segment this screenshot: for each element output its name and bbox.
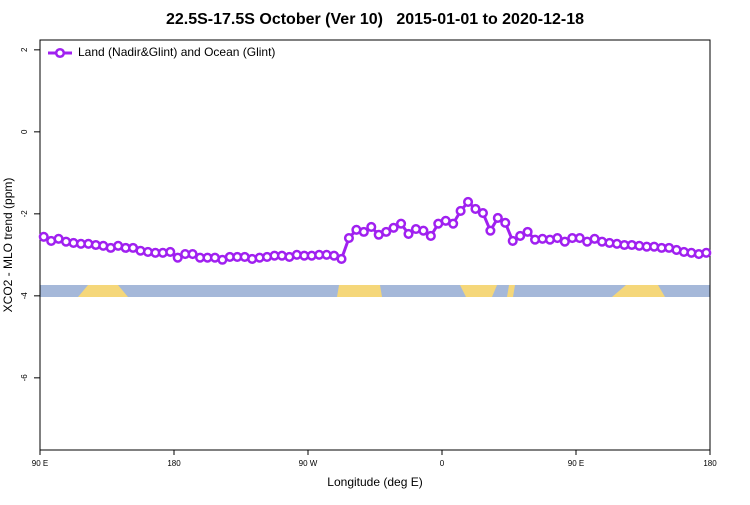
- data-point: [366, 221, 377, 233]
- x-axis-title: Longitude (deg E): [327, 475, 422, 489]
- data-point: [448, 218, 459, 229]
- x-tick-label: 180: [167, 459, 181, 468]
- data-point: [403, 228, 414, 239]
- data-point: [552, 232, 563, 244]
- x-tick-label: 90 W: [299, 459, 318, 468]
- data-point: [388, 222, 399, 233]
- data-point: [492, 212, 503, 223]
- data-point: [477, 207, 488, 219]
- data-point: [574, 232, 585, 244]
- x-tick-label: 0: [440, 459, 445, 468]
- data-point: [500, 217, 511, 228]
- land-strip: [507, 285, 515, 297]
- surface-strip: [40, 285, 710, 297]
- chart-title: 22.5S-17.5S October (Ver 10) 2015-01-01 …: [166, 11, 584, 28]
- legend-marker: [54, 47, 66, 59]
- data-point: [343, 232, 354, 244]
- x-tick-label: 180: [703, 459, 717, 468]
- data-point: [172, 252, 183, 263]
- data-point: [507, 235, 518, 246]
- y-tick-label: -2: [20, 210, 29, 218]
- land-strip: [337, 285, 382, 297]
- y-tick-label: 2: [20, 47, 29, 52]
- data-point: [358, 226, 369, 237]
- land-strip: [612, 285, 665, 297]
- y-tick-label: 0: [20, 129, 29, 134]
- data-point: [463, 196, 474, 207]
- data-point: [701, 247, 712, 258]
- data-point: [396, 218, 407, 229]
- data-point: [187, 248, 198, 260]
- data-point: [165, 246, 176, 258]
- data-point: [336, 253, 347, 264]
- data-point: [559, 236, 570, 247]
- land-strip: [78, 285, 128, 297]
- y-tick-label: -6: [20, 374, 29, 382]
- x-tick-label: 90 E: [32, 459, 48, 468]
- plot-frame: [39, 39, 711, 451]
- y-tick-label: -4: [20, 292, 29, 300]
- land-strip: [460, 285, 497, 297]
- data-point: [455, 205, 466, 217]
- data-point: [381, 226, 392, 237]
- data-point: [485, 225, 496, 236]
- data-point: [470, 203, 481, 214]
- data-point: [522, 226, 533, 237]
- y-axis-title: XCO2 - MLO trend (ppm): [1, 178, 15, 313]
- data-point: [38, 231, 49, 242]
- data-point: [425, 230, 436, 242]
- x-tick-label: 90 E: [568, 459, 584, 468]
- data-point: [418, 225, 429, 236]
- legend-label: Land (Nadir&Glint) and Ocean (Glint): [78, 45, 275, 59]
- data-point: [515, 230, 526, 242]
